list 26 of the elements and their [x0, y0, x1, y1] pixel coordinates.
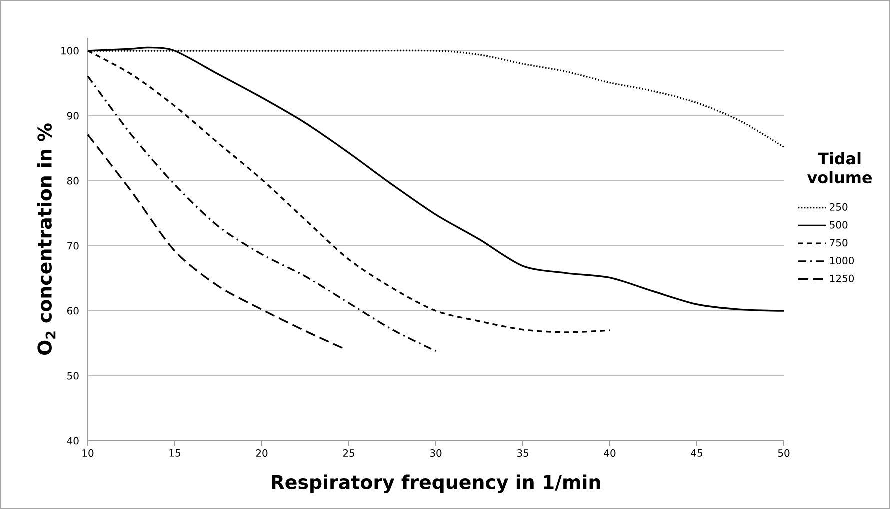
x-tick-label: 45 — [691, 450, 702, 457]
x-tick-label: 15 — [170, 450, 180, 457]
legend-label: 250 — [830, 203, 848, 211]
y-tick-label: 40 — [67, 437, 79, 445]
y-axis-title: O$_{2}$ concentration in % — [37, 124, 56, 356]
y-tick-label: 90 — [67, 112, 79, 120]
x-tick-label: 25 — [343, 450, 354, 458]
y-tick-label: 80 — [67, 177, 79, 185]
x-tick-label: 35 — [517, 450, 528, 458]
x-tick-label: 20 — [256, 450, 268, 458]
legend-label: 1250 — [830, 274, 854, 282]
x-tick-label: 10 — [82, 450, 94, 458]
x-tick-label: 30 — [430, 450, 442, 458]
line-series — [87, 76, 437, 352]
y-tick-label: 60 — [68, 307, 79, 315]
legend-label: 500 — [830, 221, 848, 229]
x-tick-label: 40 — [604, 450, 616, 458]
x-axis-title: Respiratory frequency in 1/min — [272, 474, 600, 494]
legend-title: Tidal volume — [807, 152, 872, 184]
y-tick-label: 70 — [68, 242, 79, 250]
x-tick-label: 50 — [778, 450, 790, 458]
y-tick-label: 50 — [68, 372, 79, 380]
line-series — [87, 134, 345, 350]
legend-label: 1000 — [830, 256, 854, 265]
legend-label: 750 — [830, 239, 848, 247]
y-tick-label: 100 — [62, 47, 79, 55]
